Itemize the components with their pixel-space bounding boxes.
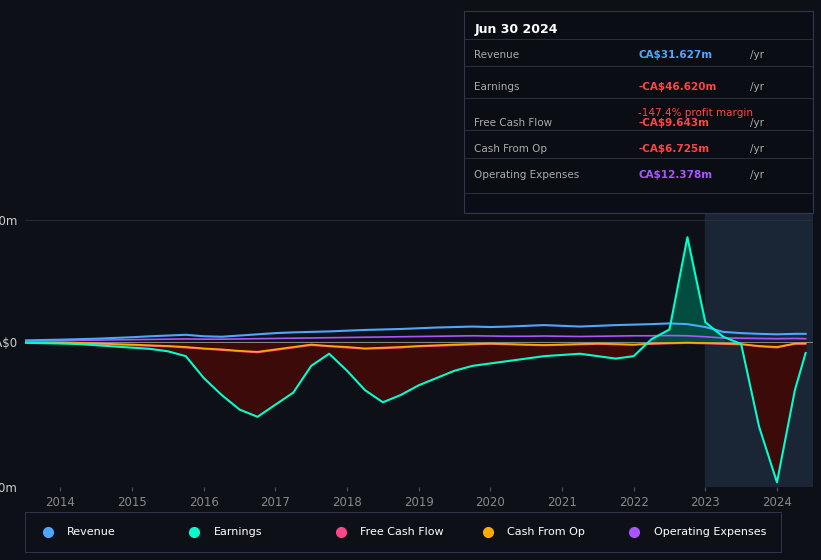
Text: Cash From Op: Cash From Op: [507, 527, 585, 537]
Text: -CA$46.620m: -CA$46.620m: [639, 82, 717, 92]
Text: Earnings: Earnings: [475, 82, 520, 92]
Text: CA$31.627m: CA$31.627m: [639, 49, 713, 59]
Text: Revenue: Revenue: [67, 527, 116, 537]
Text: /yr: /yr: [750, 144, 764, 154]
Text: /yr: /yr: [750, 170, 764, 180]
Text: Free Cash Flow: Free Cash Flow: [475, 118, 553, 128]
Text: /yr: /yr: [750, 49, 764, 59]
Bar: [705, 196, 813, 487]
FancyBboxPatch shape: [464, 11, 813, 213]
Text: Cash From Op: Cash From Op: [475, 144, 548, 154]
Text: Revenue: Revenue: [475, 49, 520, 59]
Text: /yr: /yr: [750, 82, 764, 92]
Text: -CA$6.725m: -CA$6.725m: [639, 144, 709, 154]
Text: Operating Expenses: Operating Expenses: [654, 527, 766, 537]
Text: -CA$9.643m: -CA$9.643m: [639, 118, 709, 128]
Text: /yr: /yr: [750, 118, 764, 128]
Text: Free Cash Flow: Free Cash Flow: [360, 527, 444, 537]
Text: Jun 30 2024: Jun 30 2024: [475, 24, 557, 36]
Text: CA$12.378m: CA$12.378m: [639, 170, 713, 180]
Text: -147.4% profit margin: -147.4% profit margin: [639, 108, 754, 118]
Text: Operating Expenses: Operating Expenses: [475, 170, 580, 180]
Text: Earnings: Earnings: [213, 527, 262, 537]
